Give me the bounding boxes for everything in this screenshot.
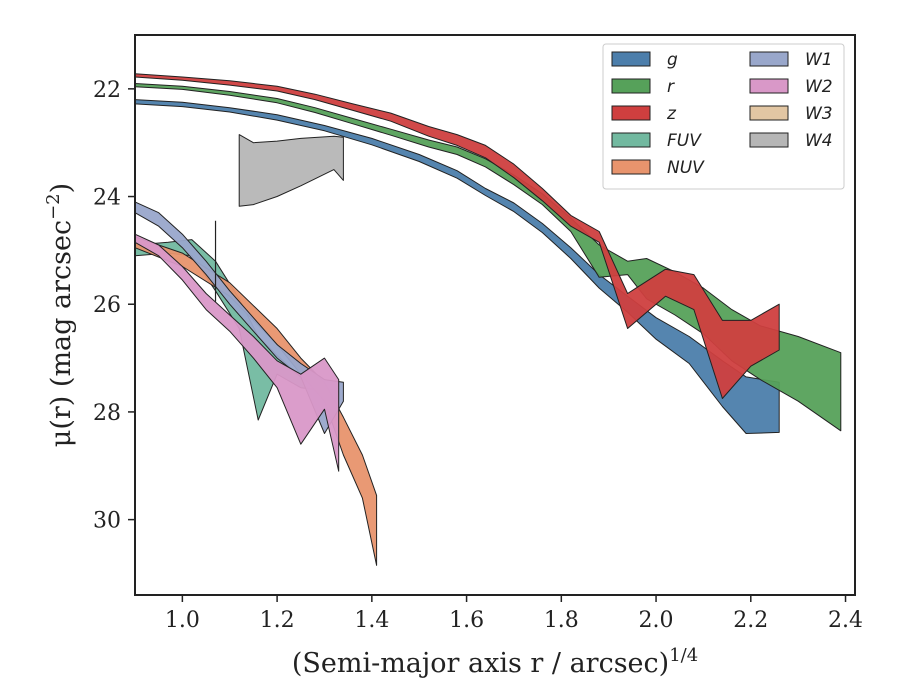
- legend-label: z: [666, 104, 677, 124]
- x-tick-label: 2.0: [639, 608, 674, 633]
- legend-label: W4: [805, 131, 833, 151]
- legend-item-w1: W1: [749, 50, 833, 70]
- legend-item-w3: W3: [749, 104, 833, 124]
- y-axis-label: μ(r) (mag arcsec−2): [43, 183, 77, 447]
- y-tick-label: 26: [93, 293, 121, 318]
- x-axis-label: (Semi-major axis r / arcsec)1/4: [292, 645, 698, 679]
- legend-swatch: [749, 132, 789, 148]
- y-tick-label: 30: [93, 509, 121, 534]
- profile-bands: [134, 73, 842, 566]
- legend-item-z: z: [611, 104, 677, 124]
- legend-swatch: [611, 132, 651, 148]
- legend-item-nuv: NUV: [611, 158, 705, 178]
- x-tick-label: 2.2: [733, 608, 768, 633]
- legend-swatch: [611, 159, 651, 175]
- legend-swatch: [611, 105, 651, 121]
- legend-item-w2: W2: [749, 77, 833, 97]
- legend-label: NUV: [667, 158, 705, 178]
- band-r: [134, 83, 842, 432]
- band-w4: [238, 134, 344, 207]
- legend-label: W2: [805, 77, 833, 97]
- legend-label: W3: [805, 104, 833, 124]
- x-tick-label: 2.4: [828, 608, 863, 633]
- legend-item-r: r: [611, 77, 675, 97]
- legend: grz FUV NUV W1 W2 W3 W4: [602, 43, 845, 190]
- legend-swatch: [749, 78, 789, 94]
- y-tick-label: 28: [93, 401, 121, 426]
- x-tick-label: 1.2: [260, 608, 295, 633]
- legend-swatch: [611, 78, 651, 94]
- legend-swatch: [749, 51, 789, 67]
- legend-label: FUV: [667, 131, 702, 151]
- plot-frame: [134, 34, 856, 596]
- x-tick-label: 1.6: [449, 608, 484, 633]
- y-tick-label: 24: [93, 186, 121, 211]
- legend-label: W1: [805, 50, 833, 70]
- band-z: [134, 73, 780, 399]
- x-tick-label: 1.4: [354, 608, 389, 633]
- legend-item-fuv: FUV: [611, 131, 702, 151]
- x-tick-label: 1.0: [165, 608, 200, 633]
- legend-label: g: [667, 50, 678, 70]
- band-g: [134, 99, 780, 434]
- x-axis-ticks: 1.0 1.2 1.4 1.6 1.8 2.0 2.2 2.4: [165, 595, 863, 633]
- legend-item-w4: W4: [749, 131, 833, 151]
- legend-item-g: g: [611, 50, 678, 70]
- x-tick-label: 1.8: [544, 608, 579, 633]
- y-tick-label: 22: [93, 78, 121, 103]
- y-axis-ticks: 22 24 26 28 30: [93, 78, 135, 534]
- legend-swatch: [749, 105, 789, 121]
- legend-swatch: [611, 51, 651, 67]
- legend-label: r: [667, 77, 675, 97]
- band-w2: [134, 233, 340, 472]
